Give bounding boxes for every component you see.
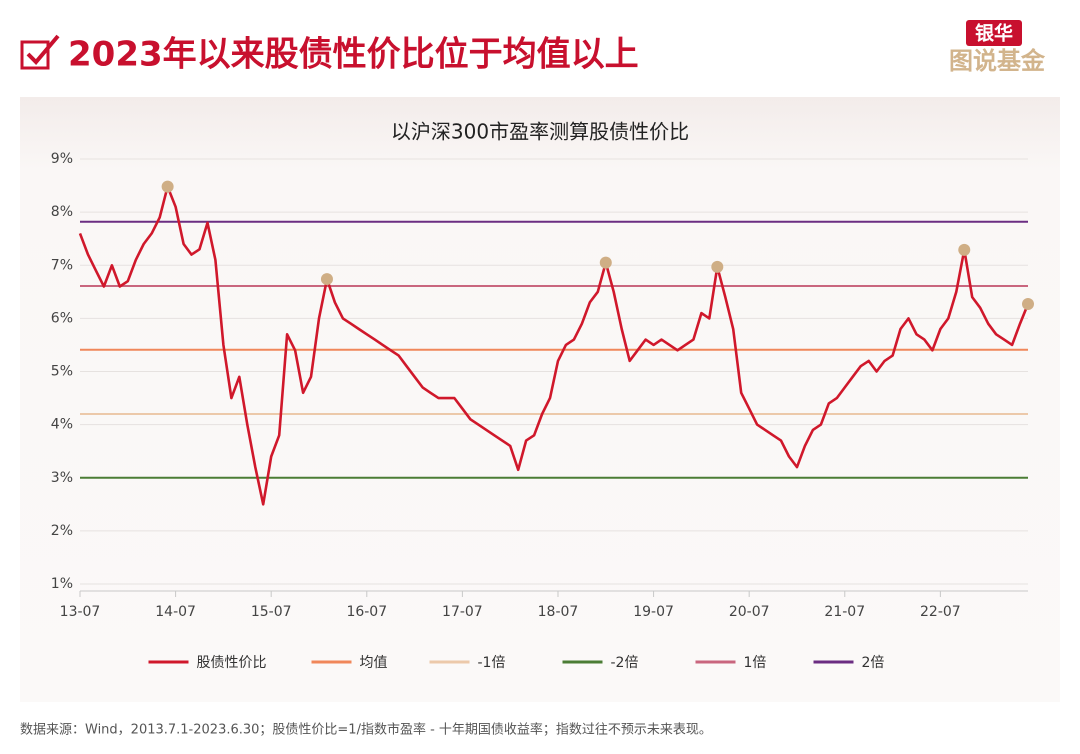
x-tick-label: 16-07 [346, 604, 387, 620]
peak-marker [599, 256, 612, 269]
y-tick-label: 2% [51, 523, 73, 539]
check-icon [20, 34, 60, 70]
y-tick-label: 4% [51, 417, 73, 433]
y-tick-label: 6% [51, 310, 73, 326]
y-tick-label: 7% [51, 257, 73, 273]
peak-marker [1022, 298, 1034, 311]
y-tick-label: 3% [51, 470, 73, 486]
peak-marker [958, 243, 971, 256]
legend-label: 2倍 [862, 655, 885, 671]
legend-label: 1倍 [744, 655, 767, 671]
logo-bottom: 图说基金 [949, 47, 1046, 75]
x-tick-label: 19-07 [633, 604, 674, 620]
legend-label: -2倍 [611, 655, 639, 671]
logo-badge [966, 20, 1022, 46]
y-tick-label: 1% [51, 576, 73, 592]
page-title: 2023年以来股债性价比位于均值以上 [68, 35, 639, 75]
x-tick-label: 20-07 [729, 604, 770, 620]
y-tick-label: 8% [51, 204, 73, 220]
peak-marker [711, 260, 724, 273]
x-tick-label: 22-07 [920, 604, 961, 620]
legend-label: 均值 [360, 655, 388, 671]
peak-marker [320, 273, 333, 286]
logo-top: 银华 [975, 22, 1013, 45]
x-tick-label: 18-07 [538, 604, 579, 620]
x-tick-label: 13-07 [60, 604, 101, 620]
line-series [78, 185, 1030, 506]
x-tick-label: 17-07 [442, 604, 483, 620]
x-tick-label: 14-07 [155, 604, 196, 620]
footer-note: 数据来源：Wind，2013.7.1-2023.6.30；股债性价比=1/指数市… [20, 722, 712, 738]
x-tick-label: 15-07 [251, 604, 292, 620]
y-tick-label: 5% [51, 364, 73, 380]
peak-marker [161, 180, 174, 193]
chart-title: 以沪深300市盈率测算股债性价比 [391, 120, 689, 144]
legend-label: 股债性价比 [197, 655, 267, 671]
y-tick-label: 9% [51, 151, 73, 167]
legend-label: -1倍 [478, 655, 506, 671]
chart-panel [20, 97, 1060, 702]
x-tick-label: 21-07 [824, 604, 865, 620]
